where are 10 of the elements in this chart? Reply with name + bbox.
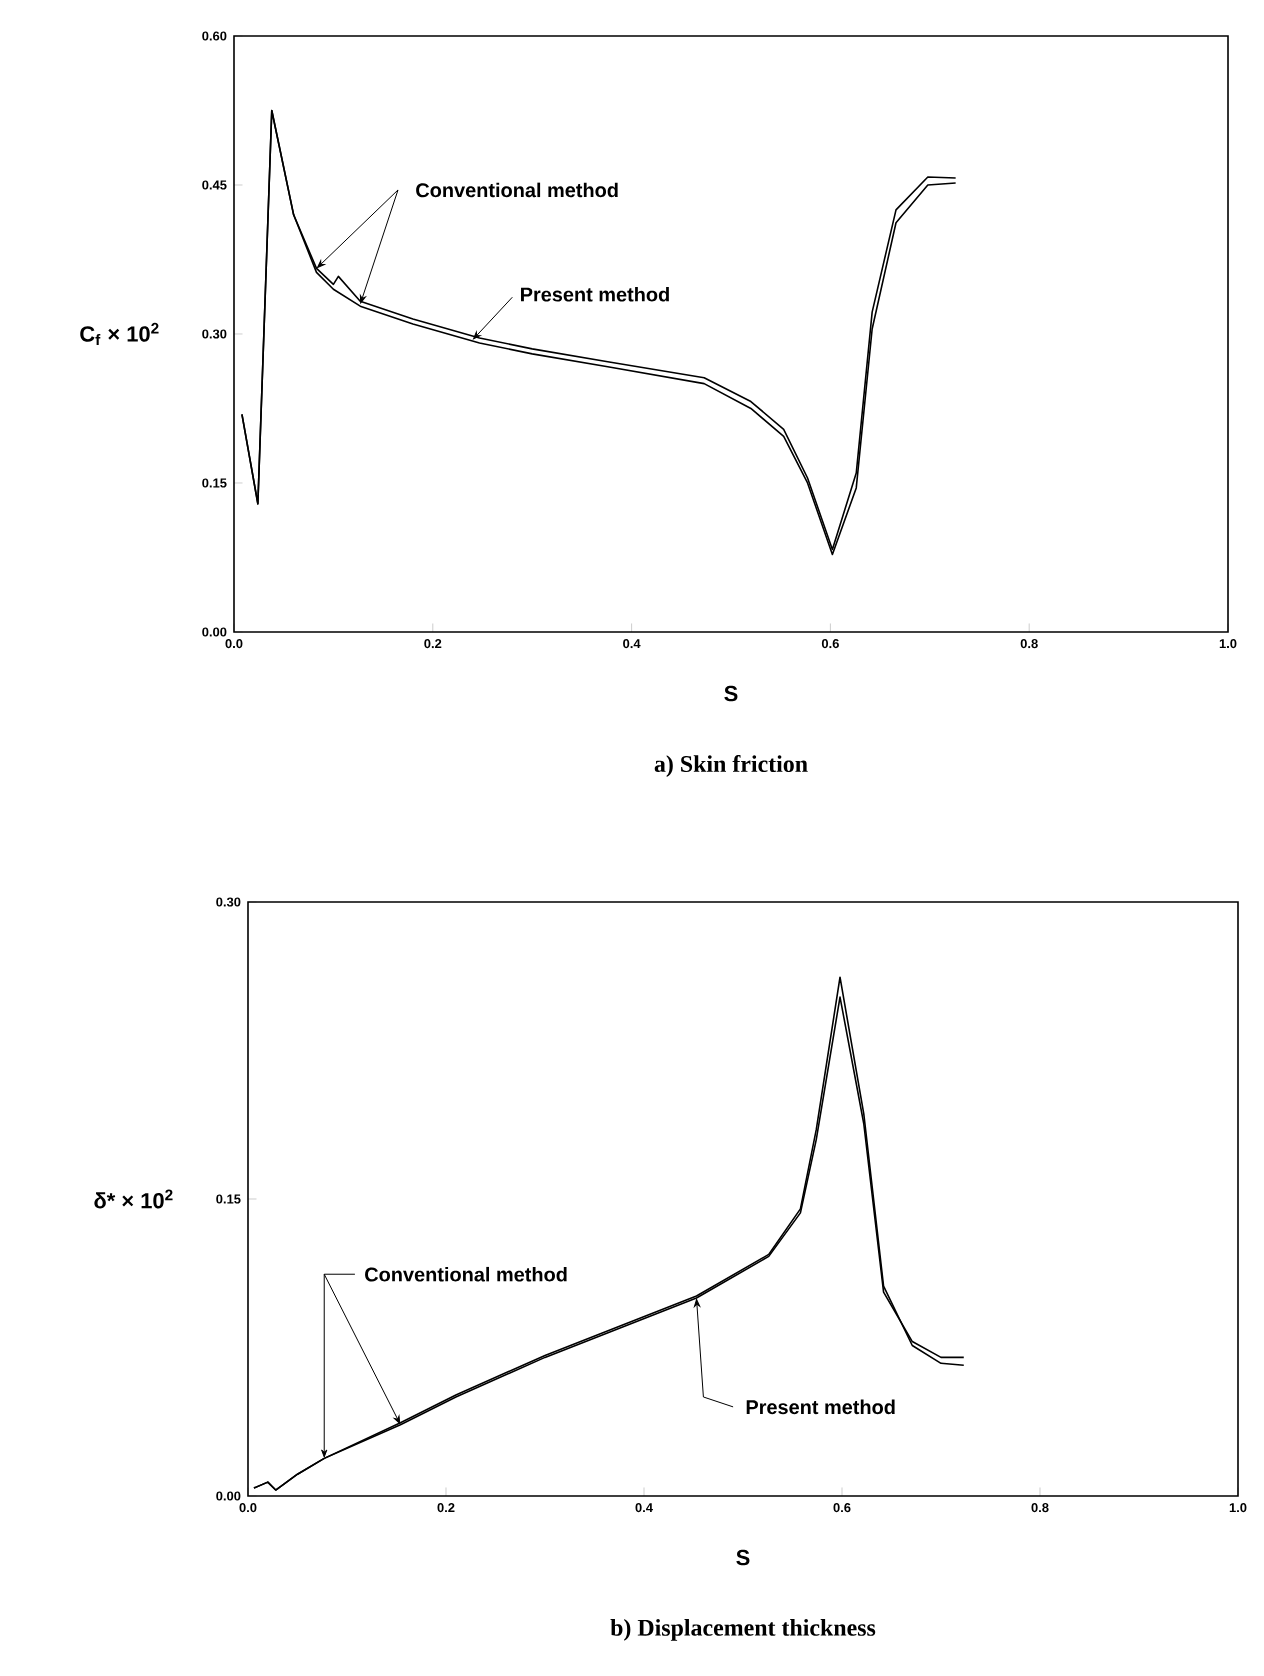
text: a) Skin friction xyxy=(654,755,808,777)
y-axis-title: δ* × 10$^{2}$ xyxy=(94,1189,173,1209)
annotation: Conventional method xyxy=(416,182,618,198)
annotation: Conventional method xyxy=(365,1266,567,1282)
text: b) Displacement thickness xyxy=(610,1619,876,1641)
x-axis-title: S xyxy=(724,685,738,702)
x-axis-title: S xyxy=(736,1549,750,1566)
annotation: Present method xyxy=(521,286,669,302)
annotation: Present method xyxy=(746,1399,895,1415)
y-axis-title: C$_{f}$ × 10$^{2}$ xyxy=(80,322,159,346)
